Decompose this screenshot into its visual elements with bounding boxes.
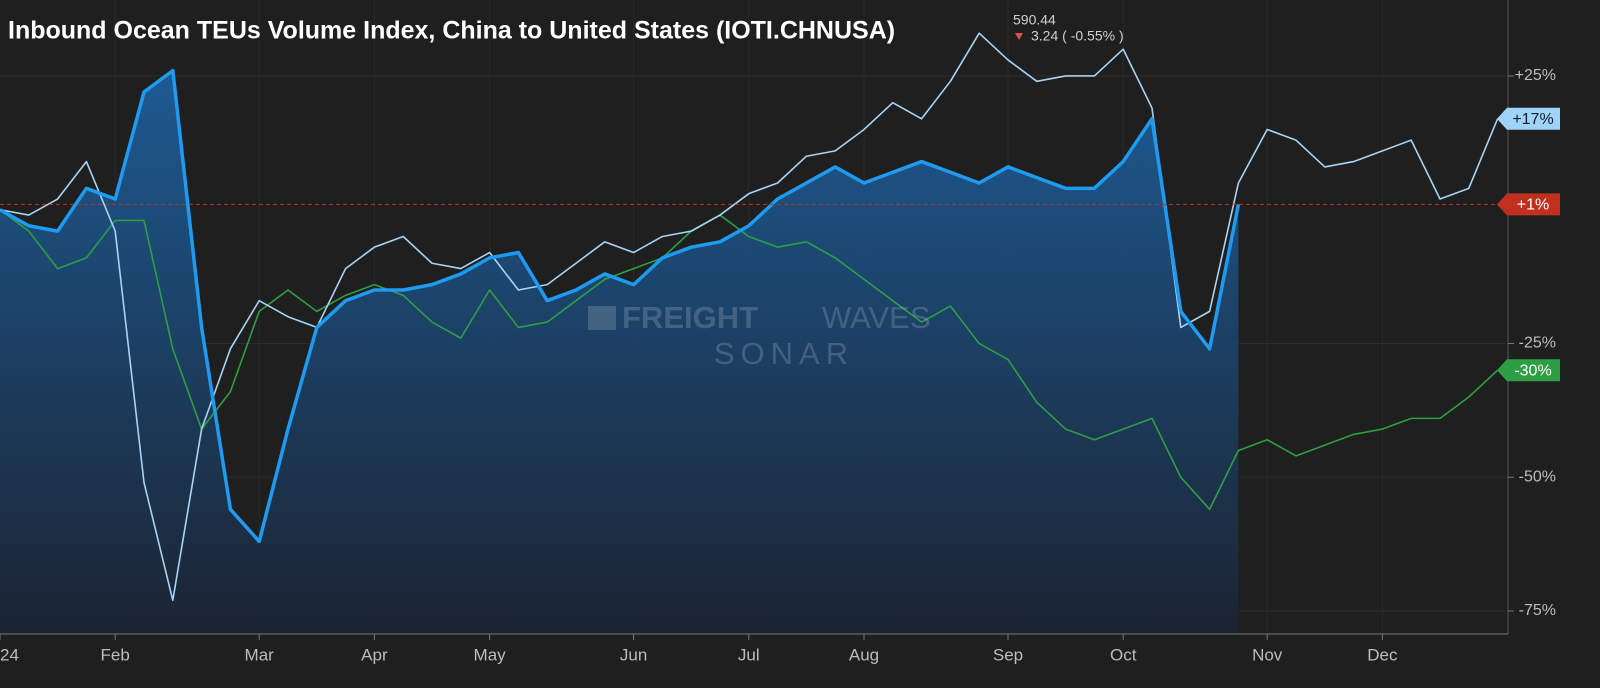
- plot: [0, 32, 1508, 634]
- series-line: [0, 209, 1499, 511]
- x-tick-label: Oct: [1110, 645, 1137, 664]
- watermark: FREIGHT WAVES SONAR: [588, 300, 931, 371]
- value-tag: [1497, 193, 1560, 216]
- y-tick-label: -50%: [1519, 468, 1556, 485]
- watermark-brand: WAVES: [822, 300, 931, 335]
- area: [0, 70, 1239, 634]
- x-tick-label: May: [474, 645, 507, 664]
- watermark-product: SONAR: [714, 336, 854, 371]
- x-tick-label: Dec: [1367, 645, 1398, 664]
- down-arrow: [1015, 33, 1023, 40]
- x-tick-label: Jul: [738, 645, 760, 664]
- value-tag: [1497, 359, 1560, 382]
- watermark-logo: [588, 306, 616, 330]
- x-tick-label: 24: [0, 645, 19, 664]
- y-tick-label: +25%: [1515, 67, 1556, 84]
- y-tick-label: -75%: [1519, 602, 1556, 619]
- value-tag-label: -30%: [1514, 362, 1551, 379]
- quote-price: 590.44: [1013, 12, 1056, 28]
- x-tick-label: Mar: [245, 645, 275, 664]
- x-tick-label: Feb: [101, 645, 130, 664]
- axes: +25% -25% -50% -75% 24 Feb Mar Apr May Jun Jul Aug S…: [0, 67, 1560, 664]
- y-tick-label: -25%: [1519, 335, 1556, 352]
- quote-change: 3.24 ( -0.55% ): [1031, 28, 1124, 44]
- watermark-brand: FREIGHT: [622, 300, 758, 335]
- series-line: [0, 68, 1241, 544]
- value-tag: [1497, 107, 1560, 130]
- value-tag-label: +17%: [1512, 111, 1553, 128]
- x-tick-label: Aug: [849, 645, 879, 664]
- x-tick-label: Jun: [620, 645, 647, 664]
- x-tick-label: Sep: [993, 645, 1023, 664]
- x-tick-label: Nov: [1252, 645, 1283, 664]
- value-tag-label: +1%: [1517, 197, 1549, 214]
- series-line: [0, 32, 1499, 602]
- x-tick-label: Apr: [361, 645, 388, 664]
- chart-title: Inbound Ocean TEUs Volume Index, China t…: [8, 17, 895, 45]
